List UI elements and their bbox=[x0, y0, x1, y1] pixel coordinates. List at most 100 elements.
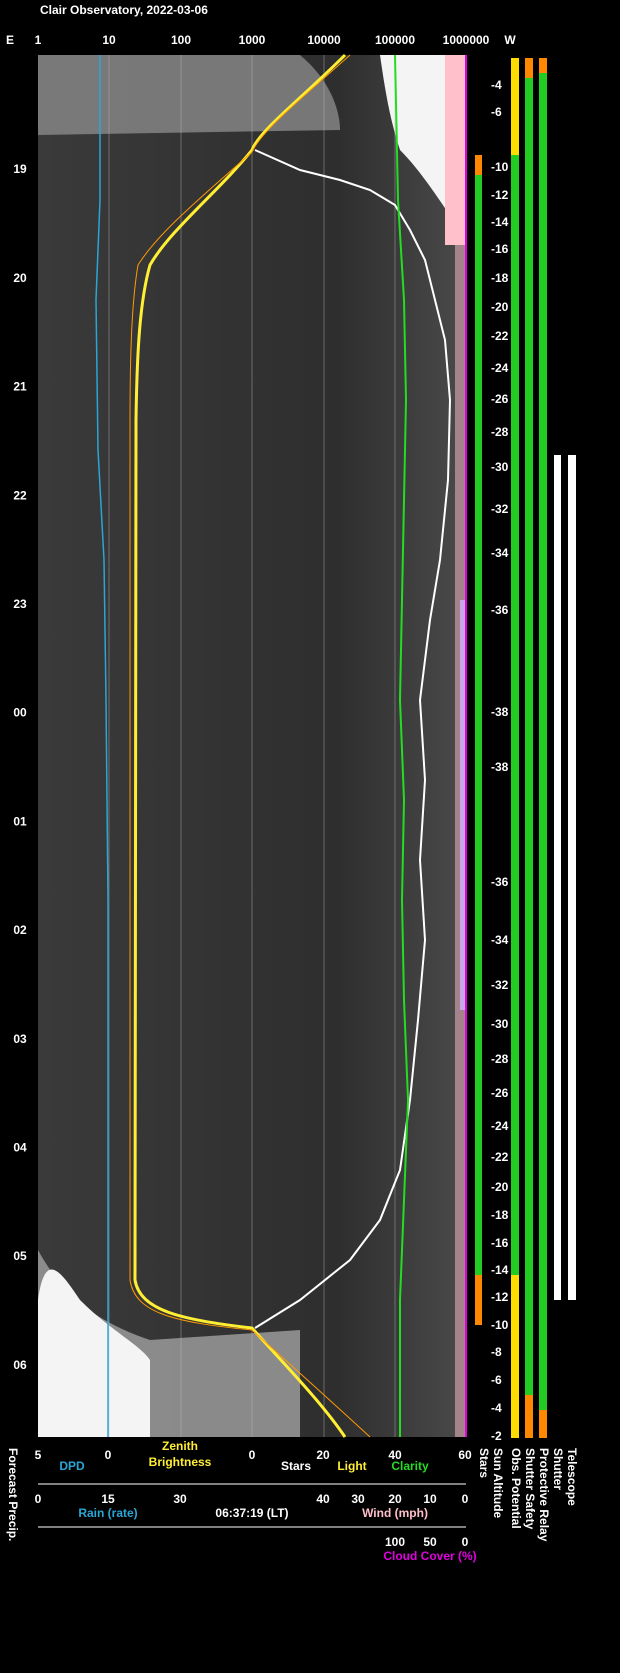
sun-altitude-label: -10 bbox=[491, 1318, 509, 1332]
sun-altitude-label: -18 bbox=[491, 271, 509, 285]
side-label: Stars bbox=[477, 1448, 491, 1478]
sun-altitude-label: -8 bbox=[491, 1345, 502, 1359]
sun-altitude-label: -24 bbox=[491, 361, 509, 375]
dpd-label: DPD bbox=[59, 1459, 85, 1473]
shutter-bar bbox=[554, 455, 561, 1300]
west-label: W bbox=[504, 33, 516, 47]
shutter-safety-end bbox=[525, 1395, 533, 1438]
sun-altitude-label: -38 bbox=[491, 760, 509, 774]
wind-label: Wind (mph) bbox=[362, 1506, 428, 1520]
bright-sky-top bbox=[380, 55, 466, 240]
top-tick-label: 100 bbox=[171, 33, 191, 47]
cloud-cover-mid bbox=[460, 600, 466, 1010]
cloud-cover-top bbox=[445, 55, 466, 245]
wind-tick: 10 bbox=[423, 1492, 437, 1506]
title: Clair Observatory, 2022-03-06 bbox=[40, 3, 208, 17]
sun-altitude-label: -26 bbox=[491, 1086, 509, 1100]
sun-altitude-label: -10 bbox=[491, 160, 509, 174]
slc-tick: 60 bbox=[458, 1448, 472, 1462]
hour-label: 05 bbox=[13, 1249, 27, 1263]
side-label: Telescope bbox=[565, 1448, 579, 1506]
side-label: Protective Relay bbox=[537, 1448, 551, 1542]
sun-altitude-label: -36 bbox=[491, 603, 509, 617]
twilight-top bbox=[38, 55, 340, 135]
sun-altitude-label: -16 bbox=[491, 1236, 509, 1250]
dpd-tick: 0 bbox=[105, 1448, 112, 1462]
status-bars bbox=[475, 58, 576, 1438]
slc-label: Light bbox=[337, 1459, 366, 1473]
hour-label: 21 bbox=[13, 380, 27, 394]
hour-label: 01 bbox=[13, 814, 27, 828]
sun-altitude-label: -38 bbox=[491, 705, 509, 719]
stars-bar-end bbox=[475, 1275, 482, 1325]
hour-label: 03 bbox=[13, 1032, 27, 1046]
sun-altitude-label: -36 bbox=[491, 875, 509, 889]
sun-altitude-label: -4 bbox=[491, 1401, 502, 1415]
side-label: Shutter Safety bbox=[523, 1448, 537, 1530]
sun-altitude-label: -12 bbox=[491, 1290, 509, 1304]
side-label: Shutter bbox=[551, 1448, 565, 1490]
stars-line bbox=[254, 149, 452, 1329]
shutter-safety-end bbox=[525, 58, 533, 78]
zenith-label: Brightness bbox=[149, 1455, 212, 1469]
top-tick-label: 100000 bbox=[375, 33, 415, 47]
stars-bar bbox=[475, 155, 482, 1275]
protective-relay bbox=[539, 58, 547, 1438]
sun-altitude-label: -6 bbox=[491, 1373, 502, 1387]
sun-altitude-label: -20 bbox=[491, 300, 509, 314]
top-tick-label: 10000 bbox=[307, 33, 341, 47]
rain-label: Rain (rate) bbox=[78, 1506, 137, 1520]
hour-label: 19 bbox=[13, 162, 27, 176]
hour-label: 20 bbox=[13, 271, 27, 285]
hour-label: 00 bbox=[13, 706, 27, 720]
sun-altitude-label: -14 bbox=[491, 215, 509, 229]
sun-altitude-label: -18 bbox=[491, 1208, 509, 1222]
top-tick-label: 1 bbox=[35, 33, 42, 47]
sun-altitude-label: -28 bbox=[491, 425, 509, 439]
sun-altitude-label: -28 bbox=[491, 1052, 509, 1066]
wind-tick: 20 bbox=[388, 1492, 402, 1506]
wind-tick: 30 bbox=[351, 1492, 365, 1506]
rain-tick: 15 bbox=[101, 1492, 115, 1506]
dpd-tick: 5 bbox=[35, 1448, 42, 1462]
hour-label: 04 bbox=[13, 1140, 27, 1154]
sun-altitude-label: -6 bbox=[491, 105, 502, 119]
rain-tick: 0 bbox=[35, 1492, 42, 1506]
sun-altitude-label: -22 bbox=[491, 1150, 509, 1164]
obs-potential-good bbox=[511, 155, 519, 1275]
rain-tick: 30 bbox=[173, 1492, 187, 1506]
slc-label: Stars bbox=[281, 1459, 311, 1473]
sun-altitude-label: -34 bbox=[491, 933, 509, 947]
forecast-label: Forecast Precip. bbox=[6, 1448, 20, 1541]
bright-sky-bottom bbox=[38, 1269, 150, 1437]
sun-altitude-label: -20 bbox=[491, 1180, 509, 1194]
sun-altitude-label: -32 bbox=[491, 978, 509, 992]
sun-altitude-label: -24 bbox=[491, 1119, 509, 1133]
sun-altitude-label: -4 bbox=[491, 78, 502, 92]
hour-label: 22 bbox=[13, 488, 27, 502]
stars-bar-end bbox=[475, 155, 482, 175]
cloud-tick: 0 bbox=[462, 1535, 469, 1549]
grid bbox=[108, 55, 396, 1437]
top-tick-label: 1000 bbox=[239, 33, 266, 47]
sun-altitude-label: -14 bbox=[491, 1263, 509, 1277]
hour-label: 06 bbox=[13, 1358, 27, 1372]
top-tick-label: 1000000 bbox=[443, 33, 490, 47]
sun-altitude-label: -30 bbox=[491, 460, 509, 474]
labels: 1 10 100 1000 10000 100000 1000000192021222300… bbox=[6, 33, 579, 1563]
protective-relay-end bbox=[539, 1410, 547, 1438]
sun-altitude-label: -2 bbox=[491, 1429, 502, 1443]
zenith-label: Zenith bbox=[162, 1439, 198, 1453]
cloud-tick: 50 bbox=[423, 1535, 437, 1549]
hour-label: 02 bbox=[13, 923, 27, 937]
sun-altitude-label: -32 bbox=[491, 502, 509, 516]
slc-tick: 40 bbox=[388, 1448, 402, 1462]
plot-area bbox=[38, 53, 467, 1438]
slc-tick: 20 bbox=[316, 1448, 330, 1462]
slc-label: Clarity bbox=[391, 1459, 429, 1473]
wind-tick: 40 bbox=[316, 1492, 330, 1506]
light-model bbox=[129, 54, 371, 1438]
side-label: Obs. Potential bbox=[509, 1448, 523, 1529]
protective-relay-end bbox=[539, 58, 547, 73]
